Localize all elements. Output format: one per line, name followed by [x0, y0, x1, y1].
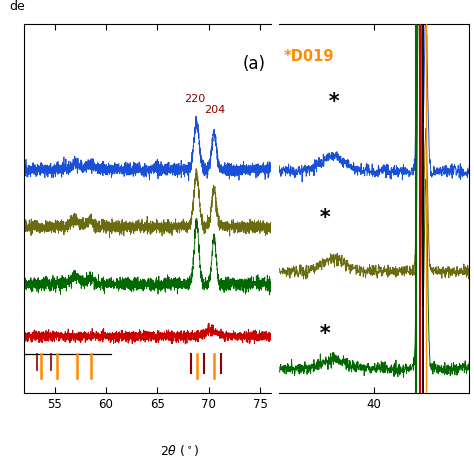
- Text: 220: 220: [184, 94, 205, 104]
- Text: 204: 204: [204, 105, 226, 115]
- Text: *: *: [319, 324, 332, 344]
- Text: *: *: [327, 92, 340, 112]
- Text: de: de: [9, 0, 25, 13]
- Text: 2$\theta$ ($^\circ$): 2$\theta$ ($^\circ$): [160, 443, 200, 458]
- Text: (a): (a): [243, 55, 265, 73]
- Text: *D019: *D019: [283, 49, 334, 64]
- Text: *: *: [319, 208, 332, 228]
